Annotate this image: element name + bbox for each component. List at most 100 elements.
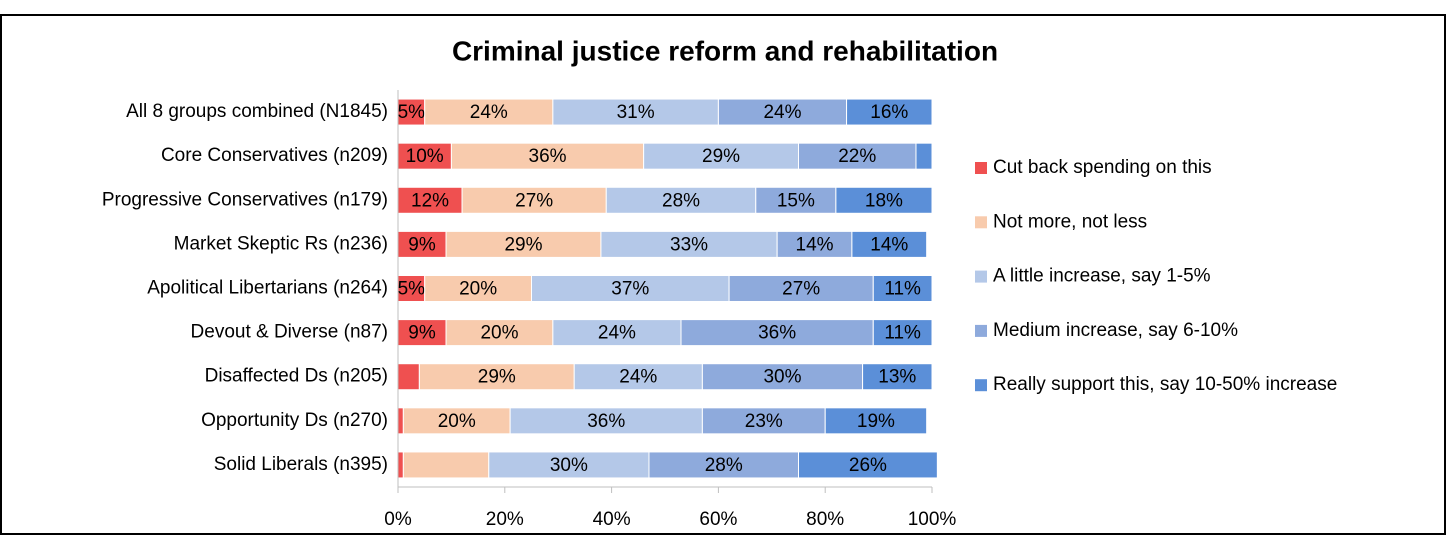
bar-segment: [643, 142, 800, 170]
data-label: 26%: [849, 455, 887, 476]
y-tick-label: Solid Liberals (n395): [214, 454, 388, 475]
bar-segment: [445, 319, 554, 347]
data-label: 24%: [598, 323, 636, 344]
bar-segment: [605, 186, 757, 214]
legend-label: Not more, not less: [993, 211, 1147, 232]
bar-segment: [402, 451, 490, 479]
data-label: 13%: [878, 367, 916, 388]
bar-segment: [424, 275, 533, 302]
y-tick-label: Core Conservatives (n209): [161, 145, 388, 166]
legend-swatch: [975, 270, 987, 283]
bar-segment: [418, 363, 575, 391]
y-tick-label: Progressive Conservatives (n179): [102, 189, 388, 210]
data-label: 5%: [398, 279, 426, 300]
data-label: 27%: [782, 279, 820, 300]
bar-segment: [397, 142, 452, 170]
data-label: 11%: [884, 279, 921, 300]
data-label: 36%: [758, 323, 796, 344]
x-tick-label: 40%: [593, 509, 631, 530]
legend-swatch: [975, 162, 987, 174]
data-label: 22%: [838, 146, 876, 167]
bar-segment: [397, 451, 404, 479]
bar-segment: [824, 407, 928, 435]
data-label: 30%: [550, 455, 588, 476]
legend-label: Really support this, say 10-50% increase: [993, 374, 1337, 395]
data-label: 9%: [408, 323, 436, 344]
bar-segment: [445, 230, 602, 258]
bar-segment: [701, 407, 826, 435]
bar-segment: [872, 275, 933, 302]
bar-segment: [488, 451, 650, 479]
data-label: 12%: [411, 190, 449, 211]
bar-segment: [798, 451, 938, 479]
data-label: 5%: [398, 102, 426, 123]
data-label: 28%: [662, 190, 700, 211]
bar-segment: [397, 98, 426, 126]
x-tick-label: 0%: [384, 509, 412, 530]
data-label: 24%: [470, 102, 508, 123]
legend-label: A little increase, say 1-5%: [993, 266, 1211, 287]
data-label: 15%: [777, 190, 815, 211]
legend-label: Cut back spending on this: [993, 157, 1212, 178]
bar-segment: [531, 275, 730, 302]
data-label: 33%: [670, 234, 708, 255]
y-tick-label: Apolitical Libertarians (n264): [147, 278, 388, 299]
bar-segment: [509, 407, 703, 435]
bar-segment: [755, 186, 837, 214]
data-label: 30%: [763, 367, 801, 388]
legend-swatch: [975, 379, 987, 392]
bar-segment: [397, 363, 420, 391]
bar-segment: [424, 98, 554, 126]
bar-segment: [648, 451, 799, 479]
bar-segment: [798, 142, 917, 170]
bar-segment: [461, 186, 607, 214]
data-label: 27%: [515, 190, 553, 211]
data-label: 29%: [478, 367, 516, 388]
data-label: 10%: [406, 146, 444, 167]
bar-segment: [915, 142, 933, 170]
data-label: 18%: [865, 190, 903, 211]
y-tick-label: Market Skeptic Rs (n236): [174, 233, 388, 254]
legend-swatch: [975, 216, 987, 229]
x-tick-label: 80%: [806, 509, 844, 530]
data-label: 29%: [702, 146, 740, 167]
data-label: 36%: [587, 411, 625, 432]
bar-segment: [397, 407, 404, 435]
data-label: 28%: [705, 455, 743, 476]
bar-segment: [872, 319, 933, 347]
data-label: 9%: [408, 234, 436, 255]
data-label: 14%: [870, 234, 908, 255]
data-label: 16%: [870, 102, 908, 123]
y-tick-label: Devout & Diverse (n87): [191, 322, 388, 343]
data-label: 20%: [480, 323, 518, 344]
data-label: 24%: [763, 102, 801, 123]
bar-segment: [450, 142, 645, 170]
x-tick-label: 100%: [908, 509, 957, 530]
data-label: 11%: [884, 323, 921, 344]
bar-segment: [862, 363, 933, 391]
bar-segment: [402, 407, 511, 435]
data-label: 14%: [796, 234, 834, 255]
chart-title: Criminal justice reform and rehabilitati…: [452, 35, 998, 66]
legend-swatch: [975, 324, 987, 337]
bar-segment: [680, 319, 874, 347]
bar-segment: [851, 230, 928, 258]
data-label: 37%: [611, 279, 649, 300]
bar-segment: [600, 230, 778, 258]
data-label: 20%: [459, 279, 497, 300]
data-label: 29%: [504, 234, 542, 255]
data-label: 19%: [857, 411, 895, 432]
y-tick-label: Opportunity Ds (n270): [201, 410, 388, 431]
bar-segment: [846, 98, 933, 126]
data-label: 31%: [617, 102, 655, 123]
bar-segment: [835, 186, 933, 214]
data-label: 23%: [745, 411, 783, 432]
y-tick-label: Disaffected Ds (n205): [205, 366, 388, 387]
x-tick-label: 60%: [699, 509, 737, 530]
bar-segment: [717, 98, 848, 126]
legend-label: Medium increase, say 6-10%: [993, 320, 1238, 341]
data-label: 20%: [438, 411, 476, 432]
bar-segment: [776, 230, 853, 258]
bar-segment: [552, 319, 682, 347]
